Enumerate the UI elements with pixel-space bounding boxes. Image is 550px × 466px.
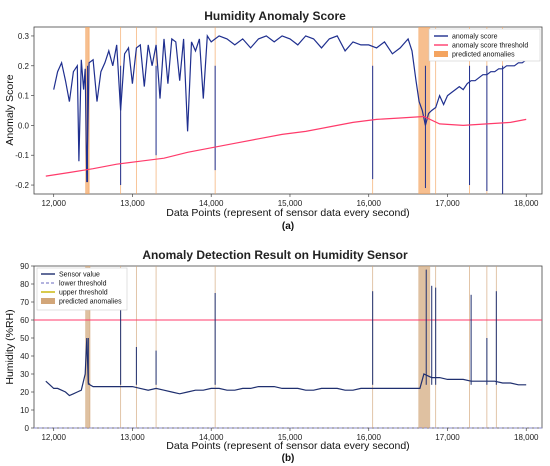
panel-b-xlabel: Data Points (represent of sensor data ev… <box>166 440 409 452</box>
panel-a-label: (a) <box>282 221 294 232</box>
panel-b: Anomaly Detection Result on Humidity Sen… <box>4 248 543 464</box>
a-ytick-label-4: 0.2 <box>18 62 30 71</box>
b-ytick-label-4: 40 <box>20 352 29 361</box>
legend-label-anomaly-score: anomaly score <box>452 34 498 41</box>
b-anomaly-region-1 <box>418 266 431 428</box>
panel-b-ylabel: Humidity (%RH) <box>4 309 16 384</box>
legend-label-upper-threshold: upper threshold <box>59 290 108 297</box>
b-ytick-label-7: 70 <box>20 298 29 307</box>
legend-label-predicted-anomalies: predicted anomalies <box>452 52 515 59</box>
b-xtick-label-3: 15,000 <box>278 433 303 442</box>
b-xtick-label-2: 14,000 <box>199 433 224 442</box>
panel-a-plot-frame <box>33 26 543 195</box>
b-xtick-label-6: 18,000 <box>514 433 539 442</box>
a-xtick-label-2: 14,000 <box>199 199 224 208</box>
b-ytick-label-2: 20 <box>20 388 29 397</box>
a-ytick-label-5: 0.3 <box>18 32 30 41</box>
legend-label-lower-threshold: lower threshold <box>59 281 107 288</box>
anomaly-score-threshold-line <box>45 115 527 177</box>
panel-b-label: (b) <box>282 453 295 464</box>
a-xtick-label-6: 18,000 <box>514 199 539 208</box>
b-ytick-label-0: 0 <box>25 424 30 433</box>
legend-swatch-predicted-anomalies <box>434 51 448 57</box>
a-xtick-label-1: 13,000 <box>120 199 145 208</box>
legend-label-sensor-value: Sensor value <box>59 272 100 279</box>
a-anomaly-region-1 <box>418 27 431 194</box>
a-ytick-label-0: -0.2 <box>15 181 29 190</box>
b-xtick-label-1: 13,000 <box>120 433 145 442</box>
a-ytick-label-3: 0.1 <box>18 92 30 101</box>
b-xtick-label-5: 17,000 <box>435 433 460 442</box>
panel-b-title: Anomaly Detection Result on Humidity Sen… <box>142 248 408 262</box>
a-ytick-label-2: 0.0 <box>18 121 30 130</box>
b-xtick-label-0: 12,000 <box>41 433 66 442</box>
panel-a-title: Humidity Anomaly Score <box>204 9 346 23</box>
anomaly-score-line <box>53 34 527 183</box>
b-ytick-label-5: 50 <box>20 334 29 343</box>
b-ytick-label-8: 80 <box>20 280 29 289</box>
a-xtick-label-4: 16,000 <box>356 199 381 208</box>
panel-a-xlabel: Data Points (represent of sensor data ev… <box>166 207 409 219</box>
panel-b-legend: Sensor value lower threshold upper thres… <box>36 267 128 311</box>
legend-swatch-predicted-anomalies-b <box>41 298 55 304</box>
a-xtick-label-5: 17,000 <box>435 199 460 208</box>
panel-a-legend: anomaly score anomaly score threshold pr… <box>428 28 541 62</box>
legend-label-predicted-anomalies-b: predicted anomalies <box>59 299 122 306</box>
b-ytick-label-6: 60 <box>20 316 29 325</box>
legend-label-threshold: anomaly score threshold <box>452 43 528 50</box>
b-ytick-label-1: 10 <box>20 406 29 415</box>
panel-b-plot-frame <box>33 265 543 429</box>
panel-a: Humidity Anomaly Score 12,000 13,000 14,00… <box>4 9 543 232</box>
panel-a-ylabel: Anomaly Score <box>4 74 16 145</box>
b-ytick-label-3: 30 <box>20 370 29 379</box>
a-xtick-label-3: 15,000 <box>278 199 303 208</box>
a-ytick-label-1: -0.1 <box>15 151 29 160</box>
b-xtick-label-4: 16,000 <box>356 433 381 442</box>
a-xtick-label-0: 12,000 <box>41 199 66 208</box>
sensor-value-line <box>45 337 527 397</box>
b-ytick-label-9: 90 <box>20 262 29 271</box>
